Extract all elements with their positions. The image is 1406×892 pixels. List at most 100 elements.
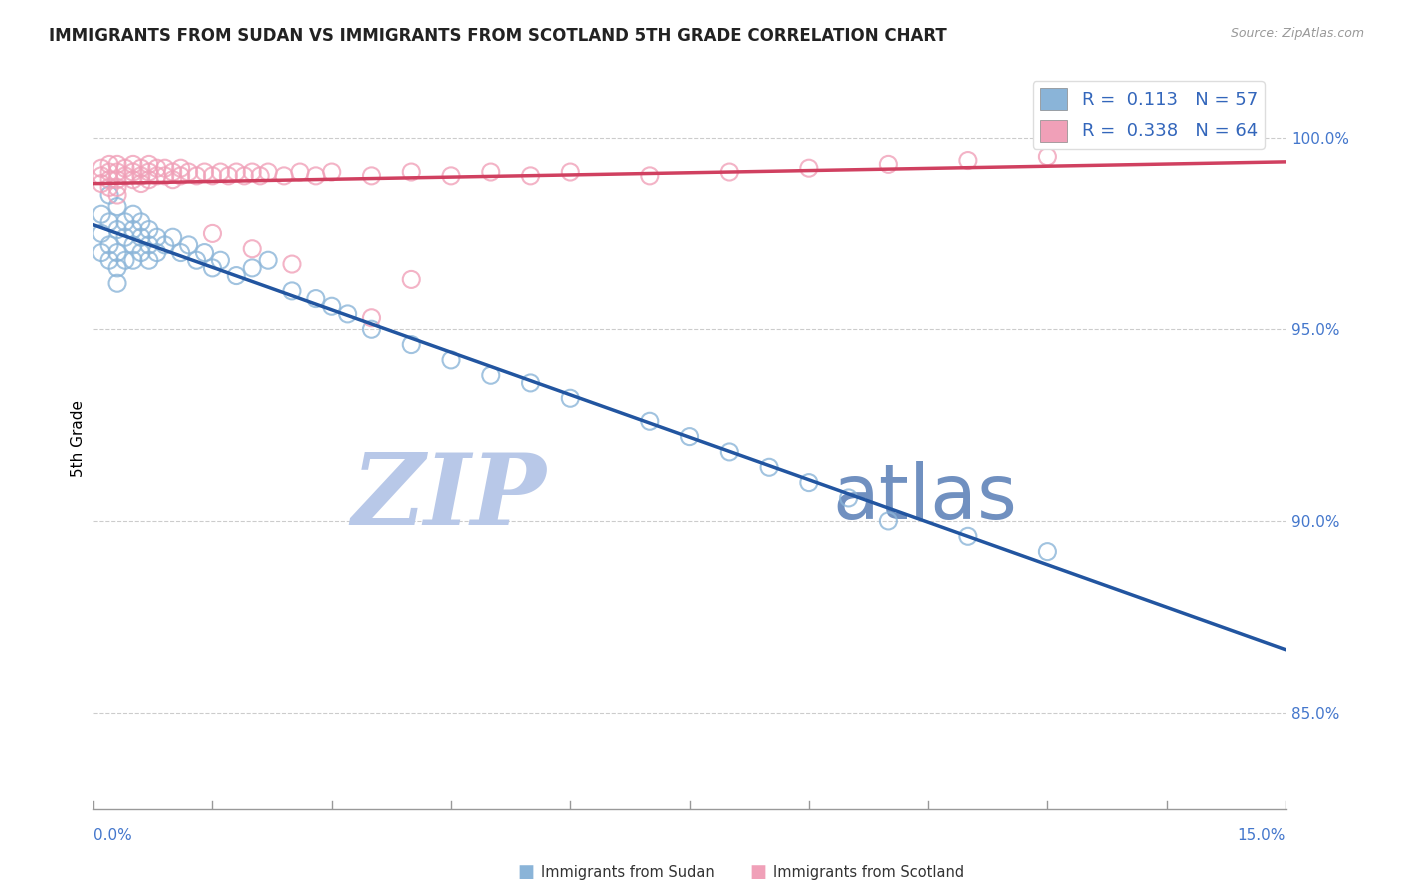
Point — [162, 172, 184, 186]
Point — [90, 177, 112, 191]
Point — [225, 268, 247, 283]
Text: IMMIGRANTS FROM SUDAN VS IMMIGRANTS FROM SCOTLAND 5TH GRADE CORRELATION CHART: IMMIGRANTS FROM SUDAN VS IMMIGRANTS FROM… — [49, 27, 948, 45]
Text: ZIP: ZIP — [352, 450, 547, 546]
Point — [1036, 150, 1059, 164]
Point — [146, 169, 169, 183]
Point — [519, 169, 541, 183]
Point — [114, 215, 136, 229]
Point — [638, 414, 661, 428]
Point — [321, 165, 343, 179]
Point — [758, 460, 780, 475]
Point — [146, 230, 169, 244]
Point — [678, 429, 700, 443]
Point — [193, 245, 215, 260]
Text: atlas: atlas — [832, 461, 1018, 534]
Point — [479, 368, 502, 383]
Point — [129, 177, 152, 191]
Point — [560, 165, 582, 179]
Point — [877, 514, 900, 528]
Point — [98, 188, 121, 202]
Point — [129, 245, 152, 260]
Text: Immigrants from Sudan: Immigrants from Sudan — [541, 865, 716, 880]
Point — [90, 161, 112, 176]
Point — [233, 169, 256, 183]
Point — [105, 157, 128, 171]
Point — [162, 230, 184, 244]
Point — [105, 180, 128, 194]
Point — [98, 157, 121, 171]
Point — [90, 245, 112, 260]
Legend: R =  0.113   N = 57, R =  0.338   N = 64: R = 0.113 N = 57, R = 0.338 N = 64 — [1033, 81, 1265, 149]
Point — [193, 165, 215, 179]
Point — [169, 169, 191, 183]
Point — [105, 165, 128, 179]
Point — [186, 253, 208, 268]
Point — [240, 242, 263, 256]
Point — [401, 272, 423, 286]
Point — [877, 157, 900, 171]
Point — [122, 238, 145, 252]
Point — [401, 337, 423, 351]
Text: Source: ZipAtlas.com: Source: ZipAtlas.com — [1230, 27, 1364, 40]
Point — [138, 238, 160, 252]
Point — [257, 253, 280, 268]
Point — [138, 157, 160, 171]
Point — [336, 307, 359, 321]
Point — [288, 165, 311, 179]
Point — [201, 169, 224, 183]
Point — [153, 238, 176, 252]
Point — [138, 253, 160, 268]
Point — [129, 230, 152, 244]
Point — [201, 227, 224, 241]
Point — [105, 277, 128, 291]
Point — [360, 322, 382, 336]
Point — [98, 215, 121, 229]
Point — [209, 253, 232, 268]
Text: ■: ■ — [749, 863, 766, 881]
Point — [257, 165, 280, 179]
Text: 15.0%: 15.0% — [1237, 828, 1286, 843]
Point — [105, 188, 128, 202]
Point — [114, 230, 136, 244]
Point — [638, 169, 661, 183]
Point — [129, 169, 152, 183]
Point — [177, 238, 200, 252]
Point — [321, 299, 343, 313]
Point — [153, 169, 176, 183]
Point — [122, 222, 145, 236]
Point — [305, 169, 328, 183]
Y-axis label: 5th Grade: 5th Grade — [72, 400, 86, 477]
Point — [105, 172, 128, 186]
Point — [797, 475, 820, 490]
Point — [838, 491, 860, 505]
Point — [146, 245, 169, 260]
Text: 0.0%: 0.0% — [93, 828, 132, 843]
Point — [105, 222, 128, 236]
Point — [122, 207, 145, 221]
Point — [305, 292, 328, 306]
Point — [186, 169, 208, 183]
Point — [519, 376, 541, 390]
Point — [440, 169, 463, 183]
Point — [90, 227, 112, 241]
Point — [105, 200, 128, 214]
Point — [560, 391, 582, 405]
Point — [138, 222, 160, 236]
Point — [177, 165, 200, 179]
Point — [98, 253, 121, 268]
Point — [718, 445, 741, 459]
Point — [360, 310, 382, 325]
Point — [122, 172, 145, 186]
Point — [105, 245, 128, 260]
Point — [169, 161, 191, 176]
Point — [146, 161, 169, 176]
Point — [162, 165, 184, 179]
Text: ■: ■ — [517, 863, 534, 881]
Point — [105, 260, 128, 275]
Point — [98, 172, 121, 186]
Point — [225, 165, 247, 179]
Point — [114, 169, 136, 183]
Point — [217, 169, 239, 183]
Point — [240, 165, 263, 179]
Point — [209, 165, 232, 179]
